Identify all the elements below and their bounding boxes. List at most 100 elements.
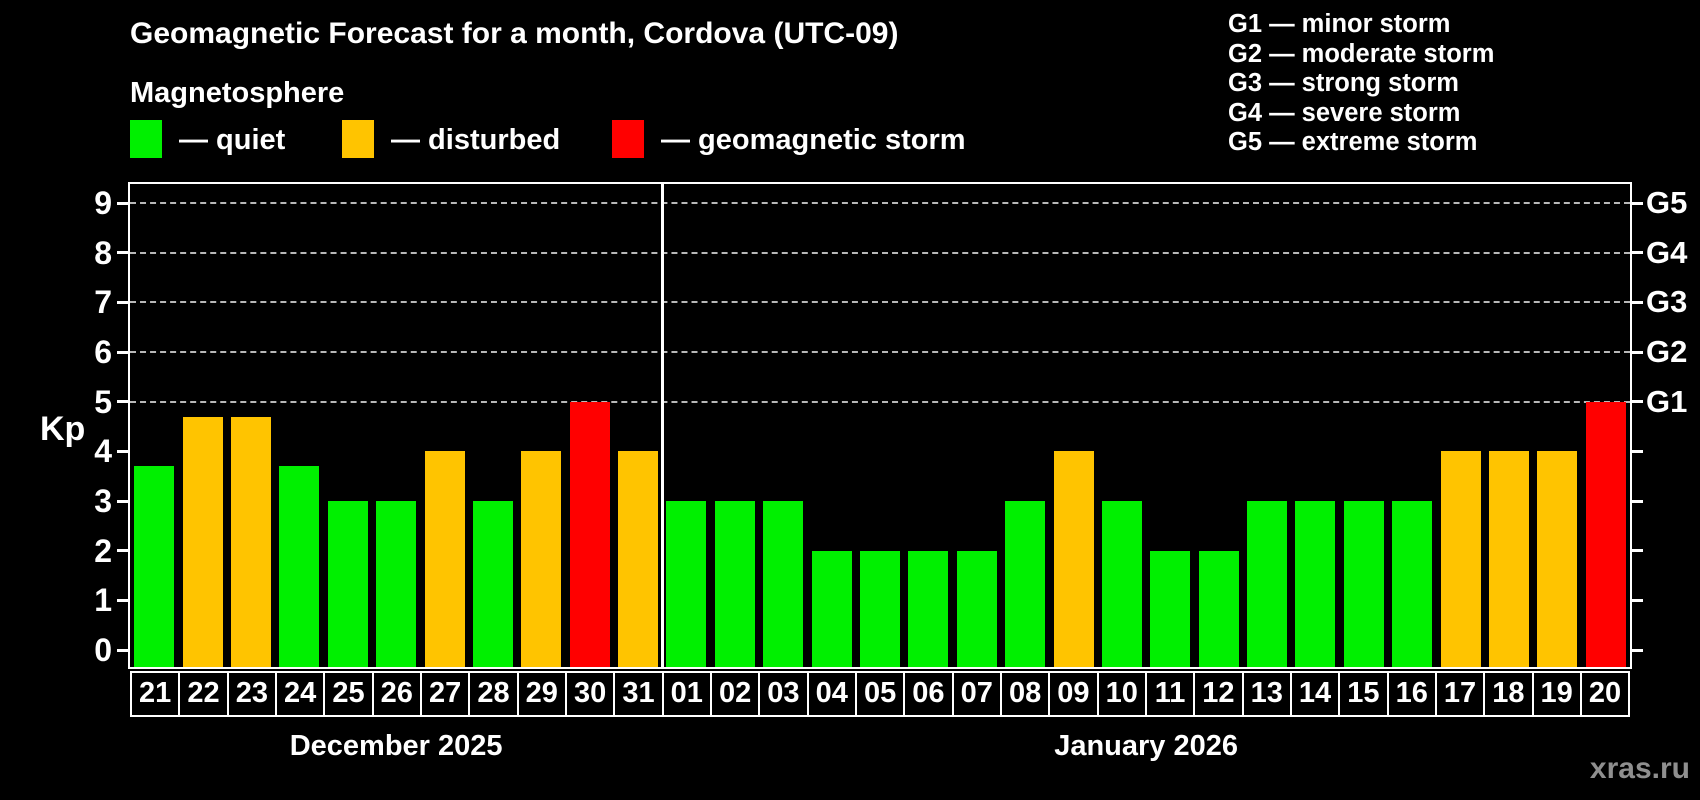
kp-bar-22 — [182, 416, 223, 667]
kp-bar-19 — [1537, 451, 1578, 667]
left-tick-5 — [117, 400, 130, 404]
month-label-january: January 2026 — [1054, 730, 1239, 762]
right-tick-5 — [1630, 400, 1643, 404]
kp-bar-11 — [1150, 550, 1191, 667]
day-label-27: 27 — [422, 673, 471, 715]
day-label-22: 22 — [180, 673, 229, 715]
kp-bar-25 — [327, 501, 368, 667]
right-tick-6 — [1630, 350, 1643, 354]
y-tick-label-5: 5 — [94, 383, 112, 420]
y-tick-label-3: 3 — [94, 483, 112, 519]
kp-bar-20 — [1585, 401, 1626, 667]
day-label-06: 06 — [905, 673, 954, 715]
kp-bar-26 — [376, 501, 417, 667]
kp-bar-21 — [134, 466, 175, 667]
y-tick-label-9: 9 — [94, 185, 112, 221]
watermark: xras.ru — [1589, 752, 1690, 785]
kp-bar-12 — [1198, 550, 1239, 667]
gridline-kp9 — [130, 202, 1630, 204]
left-tick-7 — [117, 300, 130, 304]
legend-label-storm: — geomagnetic storm — [661, 124, 966, 156]
gridline-kp5 — [130, 400, 1630, 403]
day-label-08: 08 — [1002, 673, 1051, 715]
day-label-23: 23 — [229, 673, 277, 715]
kp-bar-02 — [714, 501, 755, 667]
y-tick-label-2: 2 — [94, 532, 112, 569]
legend-swatch-quiet — [130, 120, 162, 158]
kp-bar-29 — [521, 451, 562, 667]
right-tick-9 — [1630, 201, 1643, 205]
storm-scale-line-1: G1 — minor storm — [1228, 10, 1451, 38]
day-label-29: 29 — [519, 673, 567, 715]
kp-bar-05 — [860, 550, 900, 667]
kp-bar-28 — [472, 501, 513, 667]
legend-label-disturbed: — disturbed — [391, 124, 561, 156]
day-label-31: 31 — [615, 673, 664, 715]
right-tick-1 — [1630, 598, 1643, 602]
kp-bar-16 — [1392, 501, 1433, 667]
month-label-december: December 2025 — [289, 730, 503, 762]
left-tick-1 — [117, 598, 130, 602]
kp-bar-31 — [618, 451, 659, 667]
right-axis-label-G5: G5 — [1646, 185, 1688, 220]
kp-bar-04 — [811, 550, 852, 667]
legend-swatch-disturbed — [342, 120, 374, 158]
kp-bar-01 — [666, 501, 707, 667]
chart-subtitle: Magnetosphere — [130, 77, 345, 109]
day-label-02: 02 — [712, 673, 761, 715]
left-tick-8 — [117, 251, 130, 255]
day-label-10: 10 — [1099, 673, 1147, 715]
day-label-12: 12 — [1195, 673, 1244, 715]
day-label-25: 25 — [325, 673, 374, 715]
kp-bar-13 — [1247, 501, 1288, 667]
right-tick-3 — [1630, 499, 1643, 503]
day-label-03: 03 — [760, 673, 809, 715]
legend-label-quiet: — quiet — [179, 124, 286, 156]
day-label-11: 11 — [1147, 673, 1196, 715]
kp-bar-27 — [424, 451, 465, 667]
kp-bar-30 — [569, 401, 610, 667]
left-tick-3 — [117, 499, 130, 503]
y-tick-label-1: 1 — [94, 582, 112, 619]
kp-bar-07 — [956, 550, 997, 667]
chart-title: Geomagnetic Forecast for a month, Cordov… — [130, 17, 899, 50]
y-tick-label-6: 6 — [94, 334, 112, 370]
left-tick-4 — [117, 449, 130, 453]
kp-bar-17 — [1440, 451, 1481, 667]
left-tick-0 — [117, 648, 130, 652]
right-axis-label-G1: G1 — [1646, 383, 1688, 419]
day-label-21: 21 — [132, 673, 181, 715]
right-axis-label-G3: G3 — [1646, 284, 1688, 320]
day-label-24: 24 — [277, 673, 326, 715]
storm-scale-line-5: G5 — extreme storm — [1228, 128, 1478, 157]
kp-bar-18 — [1489, 451, 1530, 667]
right-axis-label-G4: G4 — [1646, 234, 1688, 270]
right-tick-8 — [1630, 251, 1643, 255]
y-tick-label-0: 0 — [94, 632, 112, 668]
left-tick-6 — [117, 350, 130, 354]
day-label-05: 05 — [857, 673, 906, 715]
storm-scale-line-3: G3 — strong storm — [1228, 69, 1459, 98]
left-tick-2 — [117, 549, 130, 553]
day-label-15: 15 — [1340, 673, 1389, 715]
day-label-09: 09 — [1050, 673, 1099, 715]
plot-area — [130, 184, 1630, 667]
kp-bar-03 — [763, 501, 804, 667]
right-tick-2 — [1630, 549, 1643, 553]
kp-bar-09 — [1053, 451, 1094, 667]
day-label-14: 14 — [1292, 673, 1341, 715]
y-tick-label-4: 4 — [94, 433, 112, 470]
day-label-13: 13 — [1244, 673, 1292, 715]
right-tick-7 — [1630, 300, 1643, 304]
kp-bar-08 — [1005, 501, 1046, 667]
day-label-16: 16 — [1389, 673, 1437, 715]
day-label-17: 17 — [1437, 673, 1486, 715]
storm-scale-line-2: G2 — moderate storm — [1228, 39, 1495, 68]
day-label-20: 20 — [1588, 677, 1622, 709]
right-axis-label-G2: G2 — [1646, 334, 1688, 369]
kp-bar-15 — [1343, 501, 1384, 667]
kp-bar-23 — [230, 416, 271, 667]
right-tick-0 — [1630, 648, 1643, 652]
kp-bar-10 — [1101, 501, 1142, 667]
